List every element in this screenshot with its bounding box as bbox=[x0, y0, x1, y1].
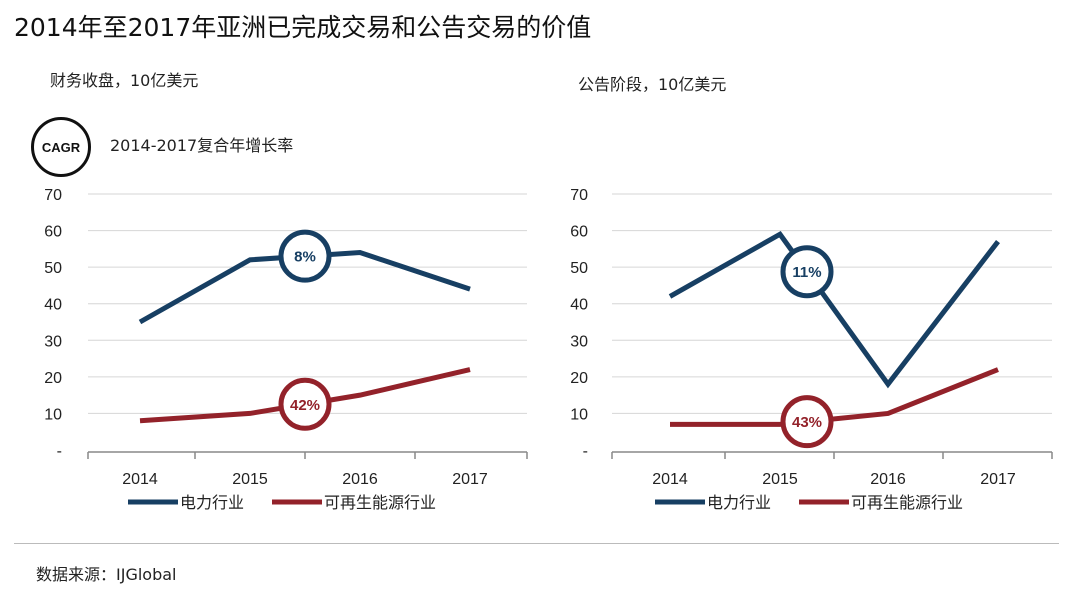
power-line bbox=[668, 230, 1000, 389]
legend-label: 电力行业 bbox=[180, 493, 244, 512]
y-tick-label: 50 bbox=[44, 260, 62, 277]
cagr-badge-label: 43% bbox=[792, 414, 822, 431]
renewable-line bbox=[670, 367, 999, 427]
legend-label: 电力行业 bbox=[707, 493, 771, 512]
page-title: 2014年至2017年亚洲已完成交易和公告交易的价值 bbox=[14, 13, 592, 42]
cagr-badge-label: 42% bbox=[290, 397, 320, 414]
y-tick-label: 10 bbox=[570, 406, 588, 423]
x-tick-label: 2017 bbox=[452, 471, 488, 488]
x-tick-label: 2017 bbox=[980, 471, 1016, 488]
x-tick-label: 2016 bbox=[342, 471, 378, 488]
y-tick-label: 60 bbox=[570, 224, 588, 241]
cagr-badge bbox=[278, 229, 332, 283]
y-tick-label: 10 bbox=[44, 406, 62, 423]
y-tick-label: 30 bbox=[570, 333, 588, 350]
x-tick-label: 2016 bbox=[870, 471, 906, 488]
chart-2-subtitle: 公告阶段，10亿美元 bbox=[578, 75, 727, 94]
y-tick-label: 20 bbox=[570, 370, 588, 387]
x-tick-label: 2015 bbox=[762, 471, 798, 488]
cagr-legend-label: 2014-2017复合年增长率 bbox=[110, 136, 294, 155]
y-tick-label: - bbox=[57, 443, 62, 460]
y-tick-label: - bbox=[583, 443, 588, 460]
cagr-badge-icon: CAGR bbox=[31, 117, 91, 177]
cagr-badge-label: 11% bbox=[792, 264, 821, 281]
y-tick-label: 40 bbox=[570, 297, 588, 314]
cagr-badge-label: 8% bbox=[294, 249, 316, 266]
x-tick-label: 2014 bbox=[652, 471, 688, 488]
y-tick-label: 40 bbox=[44, 297, 62, 314]
y-tick-label: 70 bbox=[44, 187, 62, 204]
y-tick-label: 50 bbox=[570, 260, 588, 277]
y-tick-label: 70 bbox=[570, 187, 588, 204]
chart-1-subtitle: 财务收盘，10亿美元 bbox=[50, 71, 199, 90]
x-tick-label: 2015 bbox=[232, 471, 268, 488]
source-note: 数据来源：IJGlobal bbox=[36, 565, 177, 584]
y-tick-label: 60 bbox=[44, 224, 62, 241]
cagr-badge bbox=[278, 377, 332, 431]
y-tick-label: 30 bbox=[44, 333, 62, 350]
legend-label: 可再生能源行业 bbox=[324, 493, 436, 512]
legend-label: 可再生能源行业 bbox=[851, 493, 963, 512]
cagr-badge bbox=[780, 245, 834, 299]
y-tick-label: 20 bbox=[44, 370, 62, 387]
cagr-badge bbox=[780, 395, 834, 449]
x-tick-label: 2014 bbox=[122, 471, 158, 488]
divider bbox=[14, 543, 1059, 544]
